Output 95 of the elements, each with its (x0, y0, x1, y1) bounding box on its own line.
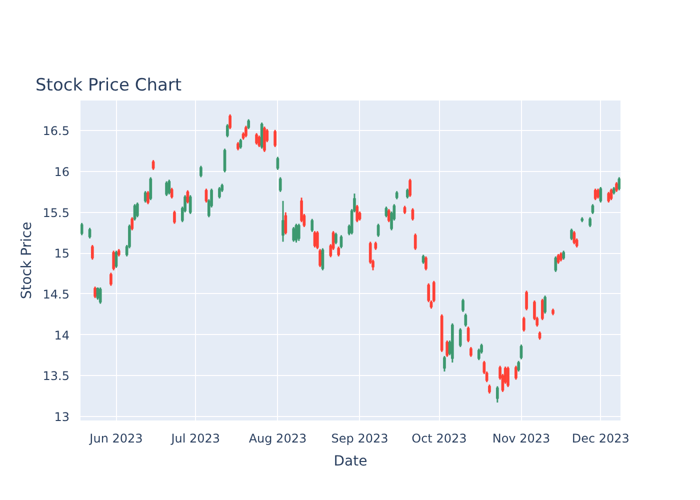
candlestick (274, 129, 276, 148)
candlestick (615, 181, 618, 193)
candlestick (443, 355, 446, 372)
x-tick-label: Jul 2023 (170, 432, 220, 446)
candlestick (226, 123, 229, 138)
candlestick (313, 230, 316, 248)
candlestick (618, 176, 620, 192)
candlestick (517, 360, 520, 372)
y-tick-label: 13.5 (42, 369, 70, 384)
x-tick-label: Nov 2023 (492, 432, 550, 446)
candlestick (596, 188, 600, 200)
candlestick (88, 227, 92, 240)
y-tick-label: 13 (54, 410, 70, 424)
candlestick (130, 216, 134, 232)
candlestick (406, 188, 409, 200)
candlestick (244, 125, 248, 138)
candlestick (239, 138, 242, 150)
x-tick-label: Oct 2023 (412, 432, 467, 446)
candlestick (506, 366, 510, 388)
candlestick (260, 122, 264, 150)
y-axis-title: Stock Price (18, 222, 35, 300)
candlestick (599, 186, 602, 204)
candlestick (594, 188, 597, 201)
candlestick (136, 202, 139, 218)
candlestick (525, 290, 528, 312)
y-tick-label: 14 (54, 328, 70, 342)
y-tick-label: 14.5 (42, 287, 70, 302)
candlestick (337, 246, 340, 258)
candlestick (316, 230, 319, 250)
candlestick (424, 256, 428, 272)
candlestick (607, 191, 610, 204)
candlestick (334, 232, 338, 245)
candlestick (282, 200, 284, 242)
y-tick-label: 16.5 (42, 124, 70, 138)
candlestick (300, 196, 303, 223)
candlestick (554, 256, 558, 273)
candlestick (477, 348, 480, 361)
candlestick (462, 298, 464, 313)
candlestick (540, 298, 544, 321)
candlestick (356, 204, 359, 223)
candlestick (80, 222, 84, 236)
candlestick (310, 218, 314, 233)
candlestick (297, 223, 300, 242)
x-tick-label: Aug 2023 (248, 432, 307, 446)
candlestick (112, 250, 116, 272)
candlestick (414, 232, 417, 251)
x-tick-label: Dec 2023 (572, 432, 630, 446)
candlestick (98, 286, 102, 305)
candlestick (110, 272, 112, 287)
candlestick (522, 316, 526, 332)
x-tick-label: Sep 2023 (331, 432, 388, 446)
candlestick (556, 253, 560, 265)
candlestick (570, 228, 573, 241)
candlestick (228, 114, 232, 130)
candlestick (408, 178, 412, 198)
candlestick (446, 340, 449, 358)
candlestick (218, 186, 221, 200)
candlestick (263, 126, 266, 153)
chart-title: Stock Price Chart (36, 76, 182, 96)
candlestick (544, 294, 546, 314)
y-tick-label: 16 (54, 165, 70, 180)
candlestick (458, 328, 462, 348)
candlestick (284, 212, 288, 236)
candlestick (152, 159, 155, 171)
x-axis-title: Date (334, 454, 368, 470)
candlestick (94, 286, 96, 299)
candlestick (276, 156, 280, 171)
candlestick (258, 134, 261, 148)
candlestick (464, 312, 468, 328)
y-tick-label: 15.5 (42, 206, 70, 220)
candlestick (247, 118, 250, 130)
candlestick (144, 190, 147, 204)
candlestick (170, 187, 174, 200)
candlestick (387, 208, 390, 223)
candlestick (165, 180, 168, 197)
x-tick-label: Jun 2023 (88, 432, 143, 446)
candlestick (318, 248, 322, 268)
candlestick (255, 132, 258, 146)
candlestick (514, 365, 518, 380)
candlestick (173, 210, 176, 225)
y-tick-label: 15 (54, 246, 70, 261)
candlestick (470, 346, 472, 358)
candlestick (292, 226, 296, 242)
candlestick (588, 216, 592, 228)
candlestick (278, 176, 282, 193)
candlestick (188, 194, 192, 215)
candlestick (149, 176, 152, 201)
candlestick (411, 208, 414, 222)
candlestick (90, 244, 94, 260)
candlestick (133, 203, 136, 222)
candlestick (496, 385, 499, 404)
candlestick (572, 230, 576, 245)
candlestick (146, 190, 150, 205)
candlestick (591, 203, 594, 215)
candlestick (200, 165, 202, 178)
